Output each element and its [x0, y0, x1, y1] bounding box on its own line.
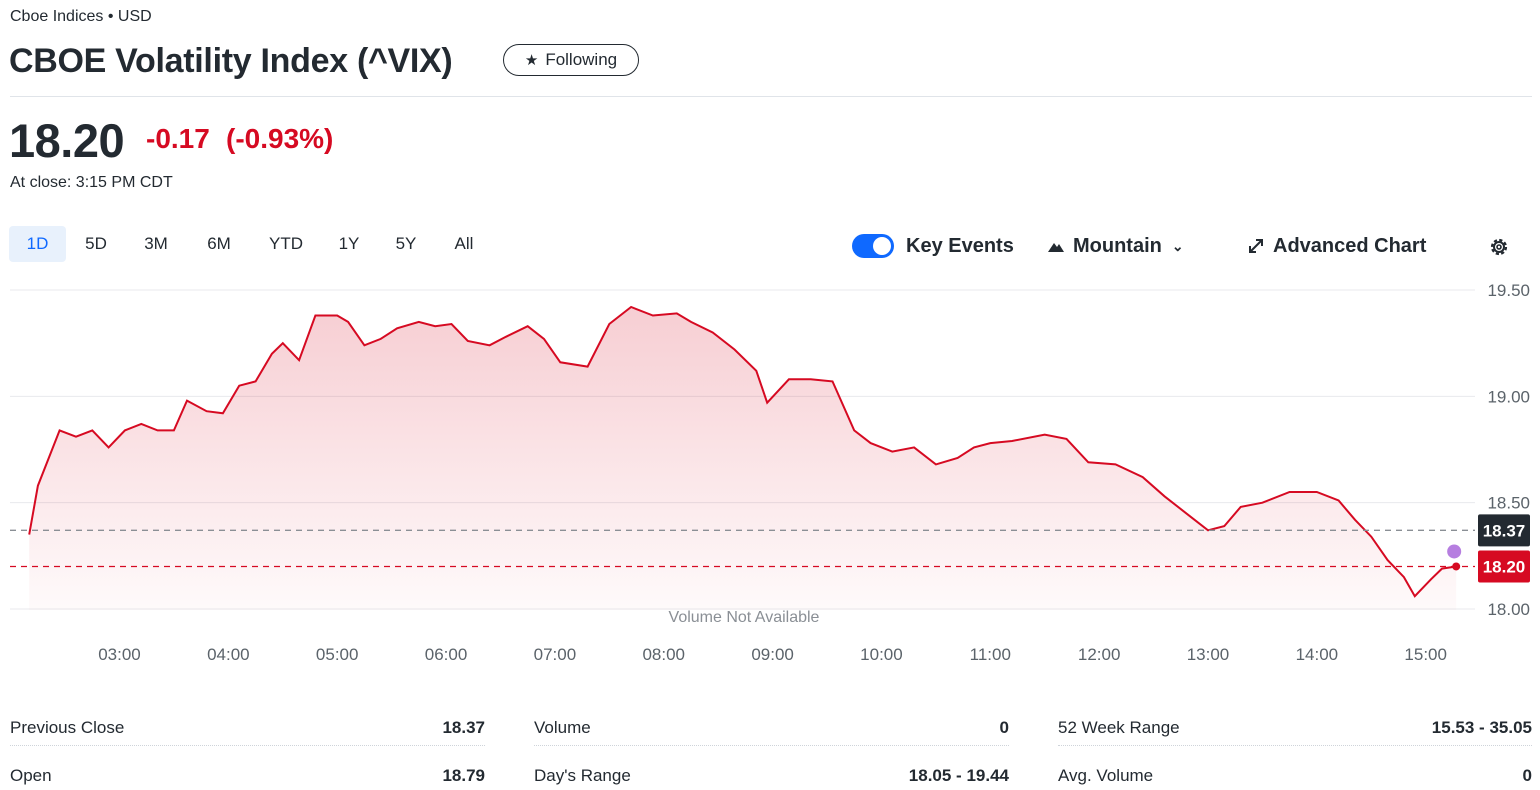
- stat-value-avg-volume: 0: [1522, 766, 1532, 785]
- close-time: At close: 3:15 PM CDT: [10, 174, 173, 191]
- header-divider: [10, 96, 1532, 97]
- stat-value-open: 18.79: [442, 766, 485, 785]
- stat-label-days-range: Day's Range: [534, 766, 631, 785]
- x-tick-label: 11:00: [970, 645, 1011, 664]
- x-tick-label: 13:00: [1187, 645, 1230, 664]
- mountain-icon: [1048, 243, 1064, 252]
- previous-close-badge: 18.37: [1478, 514, 1530, 547]
- tab-ytd[interactable]: YTD: [269, 234, 303, 253]
- stat-divider: [1058, 745, 1532, 746]
- stat-label-open: Open: [10, 766, 52, 785]
- chart-type-label: Mountain: [1073, 234, 1162, 257]
- price-change: -0.17: [146, 123, 210, 154]
- price-area: [29, 307, 1457, 610]
- stat-label-volume: Volume: [534, 718, 591, 737]
- x-tick-label: 12:00: [1078, 645, 1121, 664]
- stat-label-52-week-range: 52 Week Range: [1058, 718, 1180, 737]
- x-axis: 03:00 04:00 05:00 06:00 07:00 08:00 09:00 10:00…: [98, 645, 1447, 664]
- tab-1y[interactable]: 1Y: [338, 234, 360, 253]
- x-tick-label: 06:00: [425, 645, 468, 664]
- stat-value-previous-close: 18.37: [442, 718, 485, 737]
- x-tick-label: 04:00: [207, 645, 250, 664]
- previous-close-badge-text: 18.37: [1483, 521, 1526, 540]
- following-button[interactable]: ★ Following: [503, 44, 639, 76]
- advanced-chart-label: Advanced Chart: [1273, 234, 1427, 257]
- last-price-badge: 18.20: [1478, 550, 1530, 583]
- gear-icon[interactable]: [1487, 235, 1511, 259]
- stat-value-52-week-range: 15.53 - 35.05: [1431, 718, 1532, 737]
- toggle-knob: [873, 237, 891, 255]
- star-icon: ★: [524, 52, 539, 69]
- tab-1d[interactable]: 1D: [9, 226, 66, 262]
- x-tick-label: 08:00: [642, 645, 685, 664]
- stat-value-days-range: 18.05 - 19.44: [908, 766, 1009, 785]
- x-tick-label: 10:00: [860, 645, 903, 664]
- price-chart[interactable]: 19.50 19.00 18.50 18.00 03:00 04:00 05:00 06:0…: [0, 280, 1540, 675]
- x-tick-label: 05:00: [316, 645, 359, 664]
- chevron-down-icon: ⌄: [1171, 237, 1184, 254]
- key-event-marker[interactable]: [1447, 544, 1462, 559]
- advanced-chart-button[interactable]: Advanced Chart: [1247, 233, 1426, 259]
- stat-divider: [534, 745, 1009, 746]
- stat-divider: [10, 745, 485, 746]
- price-line: [28, 305, 1457, 598]
- y-tick-label: 19.50: [1487, 281, 1530, 300]
- following-label: Following: [545, 50, 618, 69]
- y-axis: 19.50 19.00 18.50 18.00: [1487, 281, 1530, 619]
- exchange-label: Cboe Indices • USD: [10, 8, 152, 25]
- y-tick-label: 18.50: [1487, 494, 1530, 513]
- stat-label-avg-volume: Avg. Volume: [1058, 766, 1154, 785]
- key-events-label: Key Events: [906, 235, 1014, 257]
- y-tick-label: 18.00: [1487, 600, 1530, 619]
- chart-type-dropdown[interactable]: Mountain ⌄: [1047, 233, 1184, 259]
- x-tick-label: 07:00: [534, 645, 577, 664]
- tab-5d[interactable]: 5D: [85, 234, 107, 253]
- tab-5y[interactable]: 5Y: [395, 234, 417, 253]
- x-tick-label: 09:00: [751, 645, 794, 664]
- last-price-dot: [1452, 562, 1461, 571]
- page-title: CBOE Volatility Index (^VIX): [9, 42, 453, 80]
- volume-note: Volume Not Available: [669, 609, 820, 626]
- tab-3m[interactable]: 3M: [144, 234, 168, 253]
- y-tick-label: 19.00: [1487, 387, 1530, 406]
- price: 18.20: [9, 114, 125, 167]
- x-tick-label: 14:00: [1296, 645, 1339, 664]
- stat-label-previous-close: Previous Close: [10, 718, 125, 737]
- x-tick-label: 15:00: [1404, 645, 1447, 664]
- x-tick-label: 03:00: [98, 645, 141, 664]
- expand-icon: [1249, 239, 1263, 253]
- stat-value-volume: 0: [999, 718, 1009, 737]
- key-events-toggle[interactable]: [852, 234, 894, 258]
- price-change-percent: (-0.93%): [226, 123, 334, 154]
- tab-6m[interactable]: 6M: [207, 234, 231, 253]
- tab-all[interactable]: All: [454, 234, 474, 253]
- last-price-badge-text: 18.20: [1483, 557, 1526, 576]
